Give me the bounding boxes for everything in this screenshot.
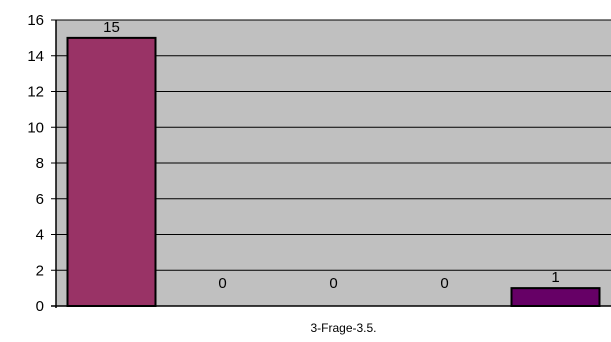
y-tick-label: 0	[36, 298, 44, 315]
data-labels: 15 0 0 0 1	[103, 19, 560, 292]
data-label-3: 0	[329, 275, 337, 292]
y-tick-label: 8	[36, 155, 44, 172]
bar-5	[510, 287, 601, 307]
y-tick-label: 4	[36, 227, 44, 244]
bars	[66, 36, 601, 307]
data-label-1: 15	[103, 19, 120, 36]
y-tick-label: 12	[27, 84, 44, 101]
y-tick-label: 6	[36, 191, 44, 208]
y-tick-label: 14	[27, 48, 44, 65]
y-tick-label: 2	[36, 262, 44, 279]
y-axis-ticks: 0 2 4 6 8 10 12 14 16	[27, 12, 56, 315]
data-label-2: 0	[218, 275, 226, 292]
data-label-4: 0	[440, 275, 448, 292]
bar-1	[66, 36, 157, 307]
x-axis-label: 3-Frage-3.5.	[310, 321, 376, 335]
y-tick-label: 16	[27, 12, 44, 29]
data-label-5: 1	[551, 269, 559, 286]
y-tick-label: 10	[27, 119, 44, 136]
